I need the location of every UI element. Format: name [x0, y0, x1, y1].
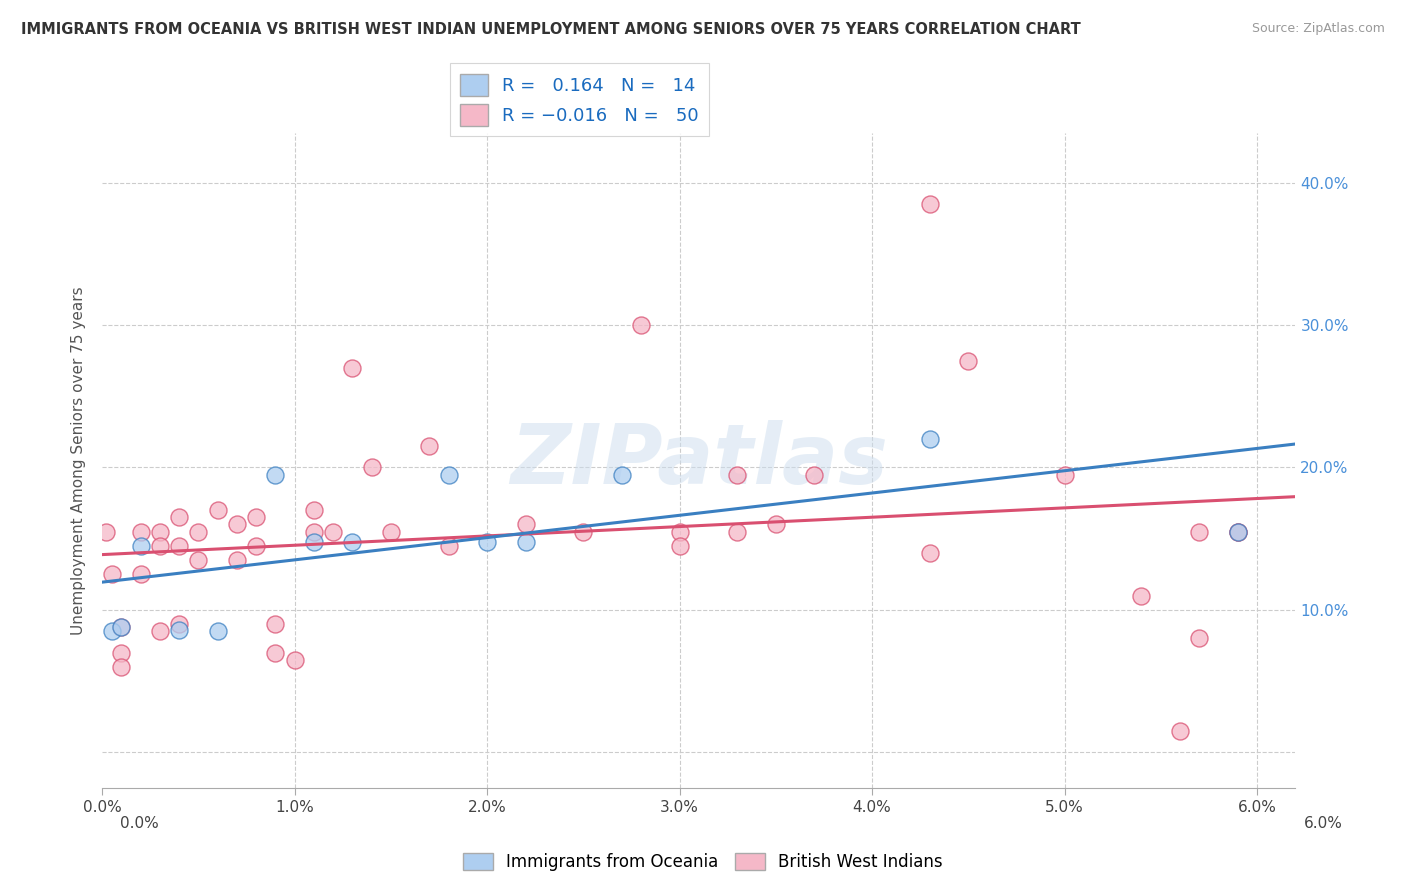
Point	[226, 553, 249, 567]
Point	[1226, 524, 1249, 539]
Text: ZIPatlas: ZIPatlas	[510, 420, 887, 501]
Point	[803, 467, 825, 482]
Text: IMMIGRANTS FROM OCEANIA VS BRITISH WEST INDIAN UNEMPLOYMENT AMONG SENIORS OVER 7: IMMIGRANTS FROM OCEANIA VS BRITISH WEST …	[21, 22, 1081, 37]
Point	[245, 510, 267, 524]
Point	[1168, 723, 1191, 738]
Text: 0.0%: 0.0%	[120, 816, 159, 831]
Point	[630, 318, 652, 333]
Point	[342, 360, 364, 375]
Point	[515, 534, 537, 549]
Point	[725, 467, 748, 482]
Point	[418, 439, 440, 453]
Y-axis label: Unemployment Among Seniors over 75 years: Unemployment Among Seniors over 75 years	[72, 286, 86, 635]
Point	[360, 460, 382, 475]
Point	[264, 617, 287, 632]
Point	[167, 623, 190, 637]
Point	[1226, 524, 1249, 539]
Point	[1053, 467, 1076, 482]
Point	[322, 524, 344, 539]
Point	[610, 467, 633, 482]
Point	[302, 524, 325, 539]
Point	[380, 524, 402, 539]
Point	[264, 467, 287, 482]
Text: 6.0%: 6.0%	[1303, 816, 1343, 831]
Point	[765, 517, 787, 532]
Point	[207, 503, 229, 517]
Point	[668, 539, 690, 553]
Point	[167, 539, 190, 553]
Legend: R =   0.164   N =   14, R = −0.016   N =   50: R = 0.164 N = 14, R = −0.016 N = 50	[450, 63, 710, 136]
Point	[101, 624, 124, 639]
Point	[918, 546, 941, 560]
Point	[668, 524, 690, 539]
Point	[918, 197, 941, 211]
Point	[284, 653, 307, 667]
Point	[1226, 524, 1249, 539]
Point	[110, 620, 132, 634]
Point	[167, 510, 190, 524]
Text: Source: ZipAtlas.com: Source: ZipAtlas.com	[1251, 22, 1385, 36]
Point	[572, 524, 595, 539]
Point	[437, 467, 460, 482]
Point	[149, 524, 172, 539]
Point	[167, 617, 190, 632]
Point	[342, 534, 364, 549]
Legend: Immigrants from Oceania, British West Indians: Immigrants from Oceania, British West In…	[454, 845, 952, 880]
Point	[110, 620, 132, 634]
Point	[302, 503, 325, 517]
Point	[207, 624, 229, 639]
Point	[957, 353, 980, 368]
Point	[110, 646, 132, 660]
Point	[245, 539, 267, 553]
Point	[226, 517, 249, 532]
Point	[129, 524, 152, 539]
Point	[1188, 632, 1211, 646]
Point	[1130, 589, 1153, 603]
Point	[475, 534, 498, 549]
Point	[187, 524, 209, 539]
Point	[918, 432, 941, 446]
Point	[129, 567, 152, 582]
Point	[302, 534, 325, 549]
Point	[187, 553, 209, 567]
Point	[725, 524, 748, 539]
Point	[129, 539, 152, 553]
Point	[110, 659, 132, 673]
Point	[149, 539, 172, 553]
Point	[101, 567, 124, 582]
Point	[515, 517, 537, 532]
Point	[94, 524, 117, 539]
Point	[437, 539, 460, 553]
Point	[264, 646, 287, 660]
Point	[149, 624, 172, 639]
Point	[1188, 524, 1211, 539]
